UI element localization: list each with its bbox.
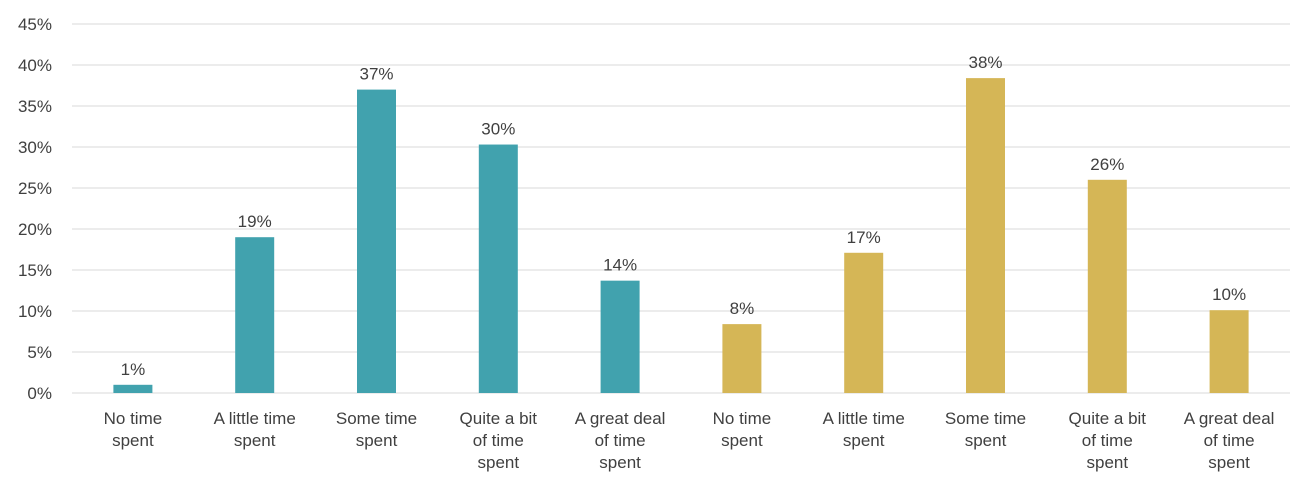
- x-category-label-line: A little time: [823, 409, 905, 428]
- x-category-label-line: No time: [713, 409, 772, 428]
- data-label: 8%: [730, 299, 755, 318]
- data-label: 10%: [1212, 285, 1246, 304]
- gridlines: [72, 23, 1290, 394]
- x-category-label-line: of time: [473, 431, 524, 450]
- y-tick-label: 30%: [18, 138, 52, 157]
- x-category-label-line: spent: [843, 431, 885, 450]
- y-tick-label: 20%: [18, 220, 52, 239]
- y-tick-label: 45%: [18, 15, 52, 34]
- x-axis-categories: No time spent A little time spent Some time s…: [104, 409, 1275, 472]
- bar: [1087, 179, 1127, 393]
- y-tick-label: 35%: [18, 97, 52, 116]
- data-label: 38%: [968, 53, 1002, 72]
- x-category-label-line: spent: [721, 431, 763, 450]
- y-tick-label: 10%: [18, 302, 52, 321]
- y-tick-label: 25%: [18, 179, 52, 198]
- y-tick-label: 0%: [27, 384, 52, 403]
- x-category-label-line: spent: [356, 431, 398, 450]
- x-category-label: A great deal of time spent: [1184, 409, 1275, 472]
- data-label: 1%: [121, 360, 146, 379]
- y-tick-label: 40%: [18, 56, 52, 75]
- x-category-label: A great deal of time spent: [575, 409, 666, 472]
- x-category-label-line: spent: [599, 453, 641, 472]
- x-category-label-line: No time: [104, 409, 163, 428]
- bar: [357, 89, 396, 393]
- x-category-label: A little time spent: [823, 409, 905, 450]
- y-axis-ticks: 0% 5% 10% 15% 20% 25% 30% 35% 40% 45%: [18, 15, 52, 403]
- bar: [966, 78, 1005, 394]
- x-category-label: A little time spent: [214, 409, 296, 450]
- x-category-label-line: of time: [1204, 431, 1255, 450]
- data-label: 14%: [603, 256, 637, 275]
- x-category-label-line: Quite a bit: [1069, 409, 1147, 428]
- x-category-label-line: spent: [1087, 453, 1129, 472]
- x-category-label-line: spent: [1208, 453, 1250, 472]
- x-category-label: No time spent: [104, 409, 163, 450]
- x-category-label: Some time spent: [945, 409, 1026, 450]
- data-label: 19%: [238, 212, 272, 231]
- bars: [113, 78, 1249, 394]
- data-label: 17%: [847, 228, 881, 247]
- x-category-label-line: A little time: [214, 409, 296, 428]
- bar: [113, 384, 153, 393]
- x-category-label-line: spent: [112, 431, 154, 450]
- x-category-label-line: A great deal: [1184, 409, 1275, 428]
- bar: [235, 237, 275, 393]
- x-category-label: Some time spent: [336, 409, 417, 450]
- x-category-label-line: Some time: [336, 409, 417, 428]
- x-category-label-line: of time: [1082, 431, 1133, 450]
- bar: [722, 324, 762, 393]
- x-category-label-line: spent: [965, 431, 1007, 450]
- x-category-label-line: A great deal: [575, 409, 666, 428]
- bar: [844, 252, 884, 393]
- x-category-label: Quite a bit of time spent: [1069, 409, 1147, 472]
- data-label: 37%: [359, 65, 393, 84]
- y-tick-label: 5%: [27, 343, 52, 362]
- x-category-label: Quite a bit of time spent: [460, 409, 538, 472]
- x-category-label-line: of time: [595, 431, 646, 450]
- data-label: 30%: [481, 120, 515, 139]
- x-category-label: No time spent: [713, 409, 772, 450]
- y-tick-label: 15%: [18, 261, 52, 280]
- bar: [1209, 310, 1249, 393]
- x-category-label-line: spent: [234, 431, 276, 450]
- x-category-label-line: Quite a bit: [460, 409, 538, 428]
- bar: [600, 280, 640, 393]
- x-category-label-line: spent: [478, 453, 520, 472]
- data-labels: 1% 19% 37% 30% 14% 8% 17% 38% 26% 10%: [121, 53, 1247, 379]
- x-category-label-line: Some time: [945, 409, 1026, 428]
- bar: [478, 144, 518, 393]
- data-label: 26%: [1090, 155, 1124, 174]
